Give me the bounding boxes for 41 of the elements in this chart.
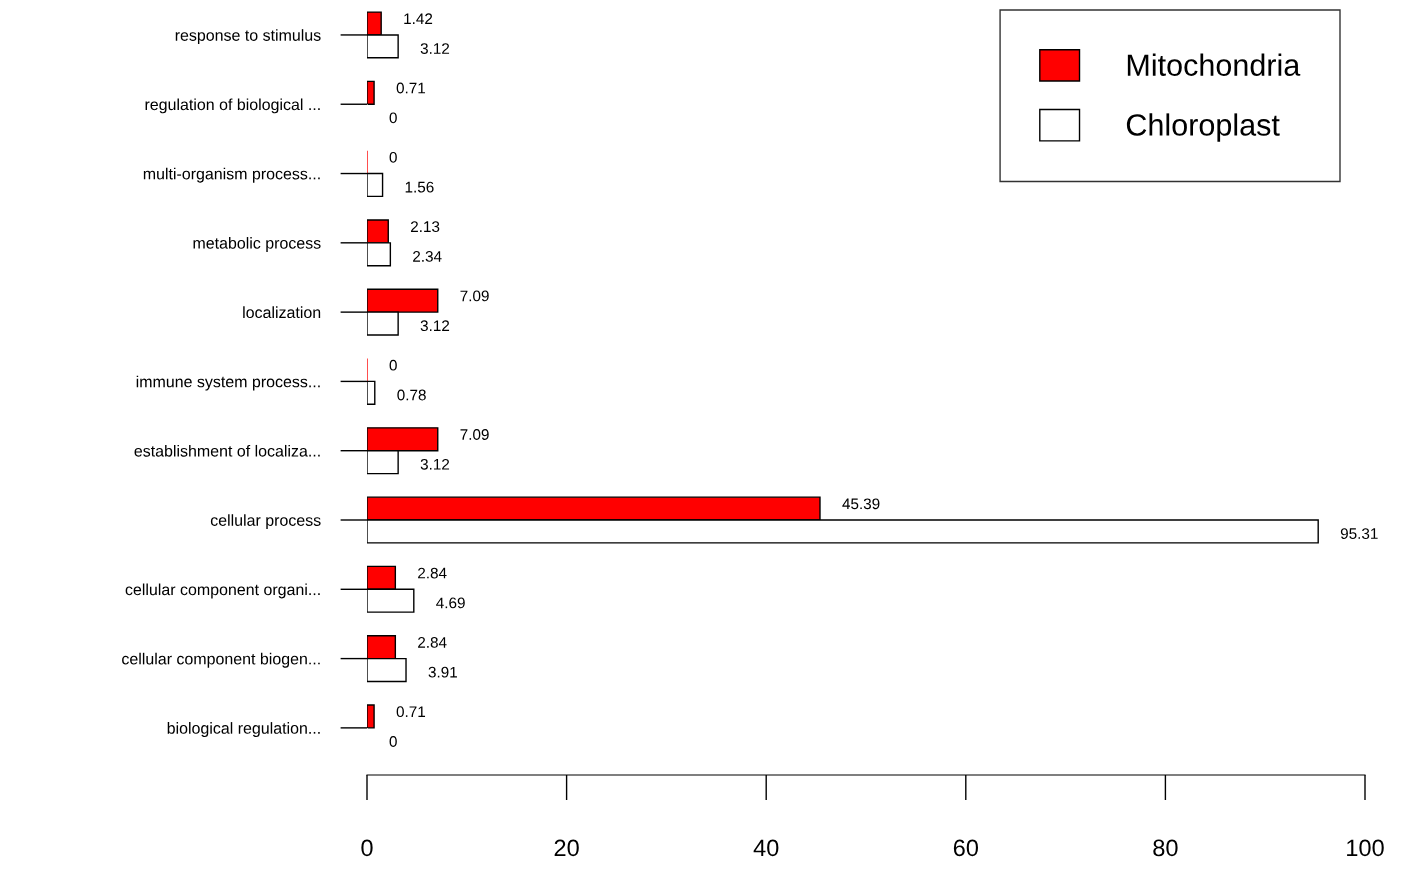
x-tick-label: 0 <box>361 839 373 857</box>
x-tick-label: 80 <box>1153 839 1178 857</box>
y-tick-label: biological regulation... <box>167 722 320 737</box>
y-tick-label: response to stimulus <box>175 29 321 45</box>
legend-label: Chloroplast <box>1126 113 1280 142</box>
y-tick-label: localization <box>243 306 321 319</box>
legend-label: Mitochondria <box>1127 53 1301 76</box>
data-label: 2.84 <box>418 636 447 648</box>
data-label: 3.12 <box>420 458 450 470</box>
y-tick-label: establishment of localiza... <box>134 444 320 457</box>
data-label: 0 <box>389 359 397 371</box>
data-label: 0 <box>389 736 397 747</box>
data-label: 3.91 <box>428 666 457 678</box>
data-label: 1.56 <box>405 181 434 193</box>
y-tick-label: regulation of biological ... <box>145 98 320 114</box>
data-label: 0.78 <box>397 389 426 401</box>
data-label: 7.09 <box>460 290 489 302</box>
data-label: 95.31 <box>1340 528 1378 539</box>
data-label: 0.71 <box>396 706 426 718</box>
y-tick-label: immune system process... <box>136 375 320 391</box>
x-tick-label: 100 <box>1347 839 1384 857</box>
data-label: 0.71 <box>396 82 426 94</box>
data-label: 2.84 <box>418 567 447 579</box>
data-label: 7.09 <box>460 429 489 440</box>
data-label: 3.12 <box>420 43 450 54</box>
data-label: 2.13 <box>410 221 440 233</box>
data-label: 1.42 <box>404 13 433 24</box>
y-tick-label: metabolic process <box>193 237 321 252</box>
x-tick-label: 40 <box>753 839 779 857</box>
y-tick-label: cellular component biogen... <box>122 652 320 668</box>
data-label: 2.34 <box>413 251 442 262</box>
data-label: 3.12 <box>420 320 450 332</box>
y-tick-label: multi-organism process... <box>143 167 320 183</box>
x-tick-label: 20 <box>554 839 579 857</box>
y-tick-label: cellular process <box>210 514 321 530</box>
x-tick-label: 60 <box>953 839 979 857</box>
data-label: 45.39 <box>842 498 880 510</box>
y-tick-label: cellular component organi... <box>125 583 320 599</box>
data-label: 0 <box>389 112 397 124</box>
data-label: 0 <box>389 151 397 163</box>
data-label: 4.69 <box>436 597 465 609</box>
